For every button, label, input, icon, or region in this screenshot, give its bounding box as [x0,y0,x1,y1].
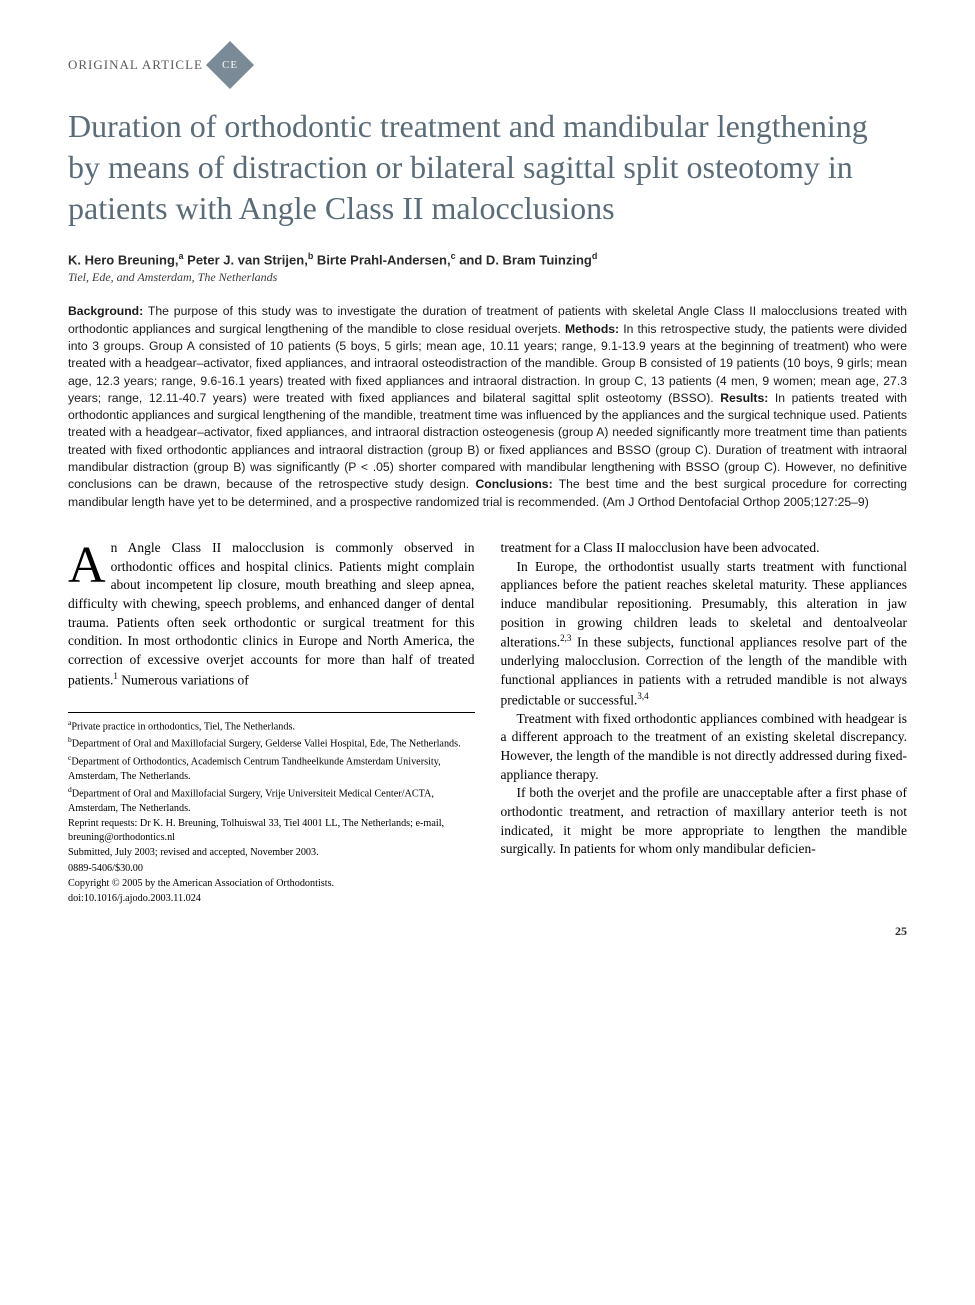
abstract-bg-label: Background: [68,304,143,318]
section-label-text: ORIGINAL ARTICLE [68,57,203,73]
body-text: In these subjects, functional appliances… [501,635,908,707]
citation-ref: 2,3 [560,633,571,643]
footnote-reprint: Reprint requests: Dr K. H. Breuning, Tol… [68,817,475,846]
page-number: 25 [68,924,907,939]
abstract-methods-label: Methods: [565,322,619,336]
body-paragraph: In Europe, the orthodontist usually star… [501,558,908,710]
footnote-text: Department of Oral and Maxillofacial Sur… [72,739,461,750]
body-text: treatment for a Class II malocclusion ha… [501,540,820,555]
authors-line: K. Hero Breuning,a Peter J. van Strijen,… [68,251,907,267]
column-left: An Angle Class II malocclusion is common… [68,539,475,907]
body-text: Treatment with fixed orthodontic applian… [501,711,908,782]
footnote-copyright: Copyright © 2005 by the American Associa… [68,877,475,891]
affiliation-short: Tiel, Ede, and Amsterdam, The Netherland… [68,270,907,285]
footnote-text: Private practice in orthodontics, Tiel, … [71,721,295,732]
body-text: If both the overjet and the profile are … [501,785,908,856]
footnote-text: Department of Oral and Maxillofacial Sur… [68,788,434,813]
abstract-concl-label: Conclusions: [475,477,552,491]
footnote-line: aPrivate practice in orthodontics, Tiel,… [68,718,475,735]
footnotes-block: aPrivate practice in orthodontics, Tiel,… [68,712,475,907]
body-text: Numerous variations of [118,672,249,687]
body-paragraph: treatment for a Class II malocclusion ha… [501,539,908,558]
body-paragraph: If both the overjet and the profile are … [501,784,908,859]
abstract-block: Background: The purpose of this study wa… [68,303,907,511]
footnote-line: dDepartment of Oral and Maxillofacial Su… [68,785,475,816]
footnote-submitted: Submitted, July 2003; revised and accept… [68,846,475,860]
body-paragraph: An Angle Class II malocclusion is common… [68,539,475,690]
footnote-issn: 0889-5406/$30.00 [68,862,475,876]
article-title: Duration of orthodontic treatment and ma… [68,106,907,229]
footnote-line: bDepartment of Oral and Maxillofacial Su… [68,735,475,752]
body-paragraph: Treatment with fixed orthodontic applian… [501,710,908,785]
footnote-text: Department of Orthodontics, Academisch C… [68,756,441,781]
abstract-results-label: Results: [720,391,768,405]
footnote-doi: doi:10.1016/j.ajodo.2003.11.024 [68,892,475,906]
section-label: ORIGINAL ARTICLE CE [68,48,907,82]
body-text: n Angle Class II malocclusion is commonl… [68,540,475,687]
citation-ref: 3,4 [637,691,648,701]
dropcap: A [68,539,111,589]
ce-badge-text: CE [222,59,238,71]
footnote-line: cDepartment of Orthodontics, Academisch … [68,753,475,784]
ce-badge-icon: CE [206,41,254,89]
column-right: treatment for a Class II malocclusion ha… [501,539,908,907]
body-columns: An Angle Class II malocclusion is common… [68,539,907,907]
